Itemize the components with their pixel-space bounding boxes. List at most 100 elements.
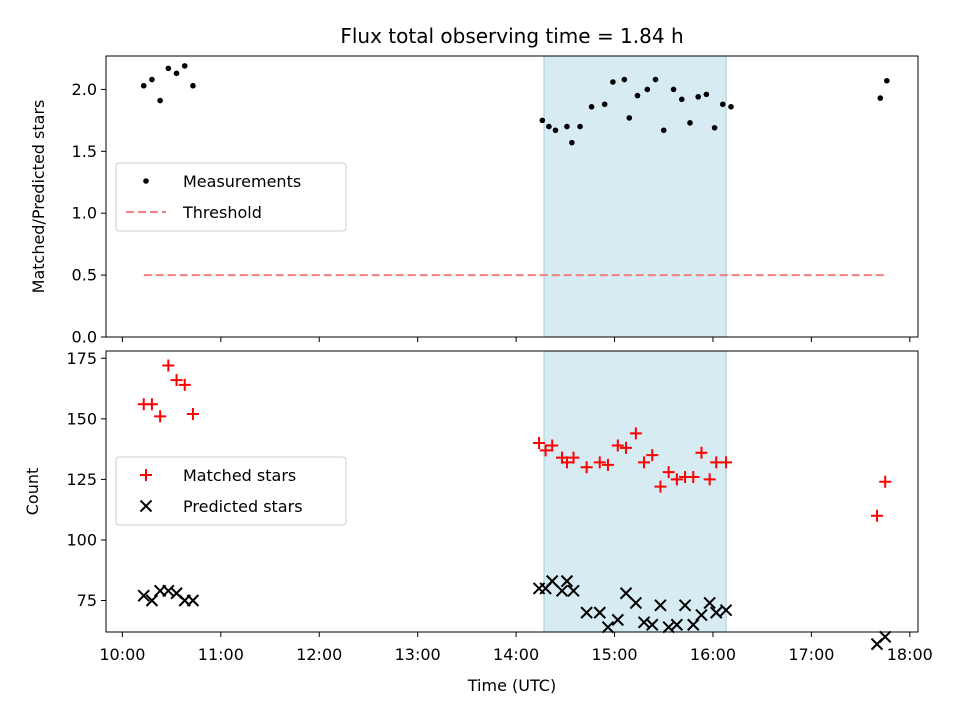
matched-stars-point [870,509,883,522]
predicted-stars-point [687,618,700,631]
legend-predicted-stars-label: Predicted stars [183,497,303,516]
x-axis-label: Time (UTC) [467,676,556,695]
matched-stars-point [670,473,683,486]
chart-title: Flux total observing time = 1.84 h [340,24,683,48]
measurements-point [564,123,570,130]
measurements-point [552,127,559,134]
matched-stars-point [638,456,651,469]
matched-stars-point [162,359,175,372]
matched-stars-point [145,398,158,411]
matched-stars-point [654,480,667,493]
matched-stars-point [580,461,593,474]
y-tick-label: 1.5 [72,142,97,161]
x-tick-label: 18:00 [887,645,933,664]
measurements-point [149,76,155,83]
measurements-point [634,92,641,99]
y-tick-label: 175 [66,349,97,368]
matched-stars-point [186,407,199,420]
predicted-stars-point [145,594,159,607]
y-tick-label: 150 [66,409,97,428]
matched-stars-point [593,456,606,469]
measurements-point [190,82,196,89]
predicted-stars-point [662,620,675,634]
measurements-point [711,124,718,131]
x-tick-label: 11:00 [198,645,244,664]
predicted-stars-point [580,606,593,619]
matched-stars-point [720,456,733,469]
matched-stars-point [611,439,624,452]
y-tick-label: 125 [66,470,97,489]
measurements-point [626,115,633,121]
x-tick-label: 14:00 [493,645,539,664]
matched-stars-point [879,475,892,488]
predicted-stars-point [670,618,684,631]
measurements-point [652,76,659,83]
ratio-y-axis-label: Matched/Predicted stars [29,100,48,294]
matched-stars-point [567,451,580,464]
legend-threshold-label: Threshold [182,203,262,222]
matched-stars-point [546,439,559,452]
measurements-point [687,120,693,126]
ratio-panel: 0.00.51.01.52.0 Matched/Predicted stars … [29,55,919,347]
measurements-point [719,101,726,108]
matched-stars-point [178,378,191,391]
matched-stars-point [154,410,167,423]
count-panel: 75 100 125 150 175 10:00 11:00 12:00 13:00 14:00 1… [23,349,933,695]
measurements-point [884,77,890,84]
matched-stars-point [687,470,700,483]
predicted-stars-point [593,606,606,619]
measurements-point [601,101,608,108]
matched-stars-point [601,458,614,471]
matched-stars-point [695,446,708,459]
predicted-stars-point [678,599,692,612]
measurements-point [728,103,734,110]
measurements-point [173,70,180,77]
x-tick-label: 17:00 [788,645,834,664]
predicted-stars-point [545,574,559,588]
count-panel-frame [105,350,919,633]
y-tick-label: 75 [77,591,97,610]
predicted-stars-point [186,594,200,607]
predicted-stars-point [601,620,615,634]
measurements-point [157,97,163,104]
legend-predicted-stars-swatch [139,499,153,513]
measurements-point [539,117,546,124]
x-tick-label: 16:00 [690,645,736,664]
predicted-stars-point [611,613,625,627]
measurements-point [660,127,667,134]
measurements-point [577,123,583,130]
x-tick-label: 10:00 [99,645,145,664]
observing-span [543,55,727,338]
legend-matched-stars-label: Matched stars [183,466,296,485]
predicted-stars-point [555,584,569,598]
measurements-point [610,79,616,85]
measurements-point [181,63,188,69]
x-tick-label: 13:00 [395,645,441,664]
predicted-stars-point [710,606,723,619]
predicted-stars-point [637,616,651,629]
predicted-stars-point [695,608,708,622]
predicted-stars-point [878,630,892,644]
matched-stars-point [646,449,659,462]
y-tick-label: 100 [66,530,97,549]
measurements-point [621,76,628,83]
legend-measurements-swatch [143,178,149,184]
measurements-point [588,103,595,110]
predicted-stars-point [162,584,175,598]
measurements-point [140,82,147,89]
legend-measurements-label: Measurements [183,172,301,191]
predicted-stars-point [567,584,580,598]
matched-stars-point [560,456,573,469]
ratio-panel-frame [105,55,919,338]
matched-stars-point [620,441,633,454]
count-y-axis-label: Count [23,468,42,516]
matched-stars-point [539,444,552,457]
legend-box [115,456,347,526]
observing-span [543,350,727,633]
predicted-stars-point [654,599,667,612]
y-tick-label: 0.0 [72,328,97,347]
measurements-point [670,86,677,93]
y-tick-label: 2.0 [72,80,97,99]
predicted-stars-point [646,618,659,631]
